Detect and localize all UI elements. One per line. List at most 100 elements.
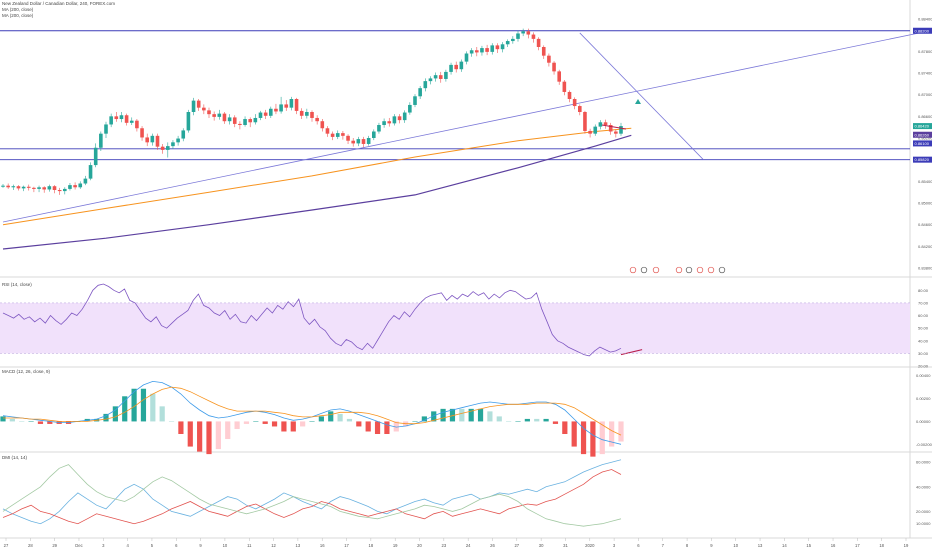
dmi-pane[interactable] [2, 459, 622, 527]
candle-body [119, 115, 124, 120]
price-axis[interactable]: 0.88400 0.87800 0.87400 0.87000 0.86600 0.862… [918, 16, 932, 270]
candle [119, 112, 124, 123]
macd-histogram-bar [487, 411, 493, 422]
candle-body [37, 187, 41, 189]
candle-body [191, 100, 196, 112]
macd-histogram-bar [524, 418, 530, 422]
price-badge: 0.88200 [913, 27, 932, 34]
price-pane[interactable] [0, 28, 931, 274]
candle-body [490, 45, 495, 52]
candle-body [258, 112, 263, 118]
candle [593, 124, 598, 136]
macd-histogram-bar [131, 388, 137, 422]
time-tick-label: 9 [199, 543, 202, 548]
macd-histogram-bar [365, 421, 371, 432]
macd-histogram-bar [206, 421, 212, 455]
macd-histogram-bar [590, 421, 596, 457]
candle [480, 45, 484, 56]
candle [88, 162, 93, 181]
candle-body [145, 137, 149, 143]
candle-body [526, 31, 531, 35]
candle-body [176, 138, 180, 143]
candle [258, 110, 263, 121]
price-badge-label: 0.86420 [915, 124, 930, 129]
candle-body [63, 188, 67, 192]
candle-body [382, 121, 386, 125]
macd-histogram-bar [122, 396, 128, 422]
horizontal-levels [0, 30, 910, 161]
ma-slow-line [2, 134, 632, 250]
candle [325, 126, 330, 137]
time-tick-label: 9 [710, 543, 713, 548]
event-circle [685, 266, 693, 274]
signal-line [3, 386, 622, 436]
time-axis[interactable]: 27 28 29 Dec 3 4 5 6 9 10 11 12 13 16 17 18 19 20 23 24 26 27… [4, 538, 909, 548]
macd-histogram-bar [393, 421, 399, 432]
candle-body [536, 38, 541, 47]
candle-body [181, 130, 186, 139]
calendar-event-icon [685, 266, 693, 274]
candle-body [6, 185, 10, 188]
candle [305, 108, 309, 119]
candle [186, 109, 191, 133]
candle-body [449, 64, 453, 72]
rsi-tick-label: 80.00 [918, 288, 929, 293]
candle-body [567, 91, 572, 99]
candle-body [485, 48, 489, 52]
candle-body [516, 33, 520, 39]
dmi-tick-label: 20.0000 [916, 509, 931, 514]
event-circle [718, 266, 726, 274]
candle [32, 186, 36, 193]
candle-body [392, 116, 397, 124]
macd-histogram-bar [328, 411, 334, 422]
candle [531, 32, 536, 43]
price-tick-label: 0.86200 [918, 136, 932, 141]
macd-histogram-bar [178, 421, 184, 434]
event-circle [675, 266, 683, 274]
macd-label: MACD (12, 26, close, 9) [2, 369, 51, 374]
macd-pane[interactable] [0, 380, 624, 457]
candle-body [325, 128, 330, 134]
candle-body [186, 112, 191, 131]
candle-body [232, 117, 237, 124]
rsi-pane[interactable] [0, 283, 910, 357]
candle-body [171, 142, 175, 147]
time-tick-label: 8 [686, 543, 689, 548]
candle [583, 110, 587, 134]
candle-body [433, 75, 438, 79]
price-badge: 0.86420 [913, 123, 932, 130]
dmi-tick-label: 60.0000 [916, 460, 931, 465]
candle [464, 51, 469, 65]
candle [93, 143, 98, 168]
macd-histogram-bar [562, 421, 568, 434]
time-tick-label: 16 [320, 543, 325, 548]
candle-body [11, 186, 16, 188]
price-tick-label: 0.87800 [918, 49, 932, 54]
time-tick-label: 16 [831, 543, 836, 548]
time-tick-label: 6 [637, 543, 640, 548]
candle-body [26, 186, 31, 188]
candle-body [52, 186, 57, 190]
candle [351, 138, 355, 147]
candle [104, 121, 108, 138]
price-badge-bg [913, 140, 932, 147]
candle [413, 94, 417, 108]
candle-body [572, 99, 577, 107]
candle-body [78, 183, 83, 188]
candle [433, 72, 438, 82]
macd-histogram-bar [187, 421, 193, 447]
up-arrow-icon [635, 99, 641, 104]
time-tick-label: 13 [758, 543, 763, 548]
candle-body [166, 146, 170, 150]
time-tick-label: 17 [855, 543, 860, 548]
candle [279, 96, 283, 114]
candle-body [593, 126, 598, 134]
candle-body [330, 133, 335, 137]
candle-body [32, 187, 36, 189]
macd-histogram-bar [412, 421, 418, 422]
candle-body [578, 106, 582, 112]
macd-histogram-bar [112, 406, 118, 422]
time-tick-label: 5 [151, 543, 154, 548]
candle-body [454, 64, 458, 70]
